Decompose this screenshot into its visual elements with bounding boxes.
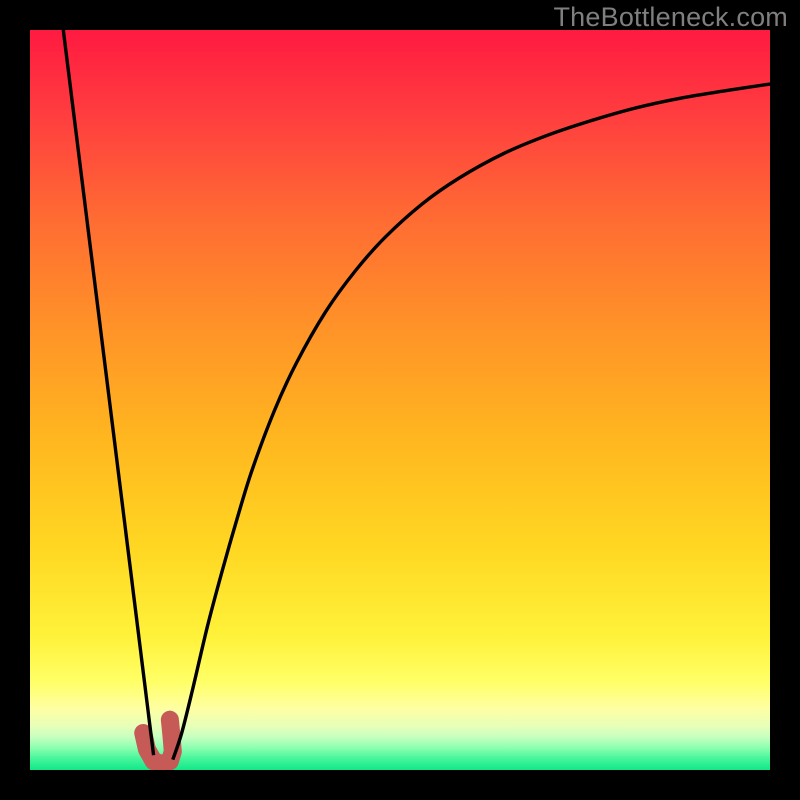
watermark-text: TheBottleneck.com [553, 2, 788, 33]
frame-border-bottom [0, 770, 800, 800]
frame-border-left [0, 0, 30, 800]
bottleneck-chart [0, 0, 800, 800]
frame-border-right [770, 0, 800, 800]
chart-canvas: TheBottleneck.com [0, 0, 800, 800]
